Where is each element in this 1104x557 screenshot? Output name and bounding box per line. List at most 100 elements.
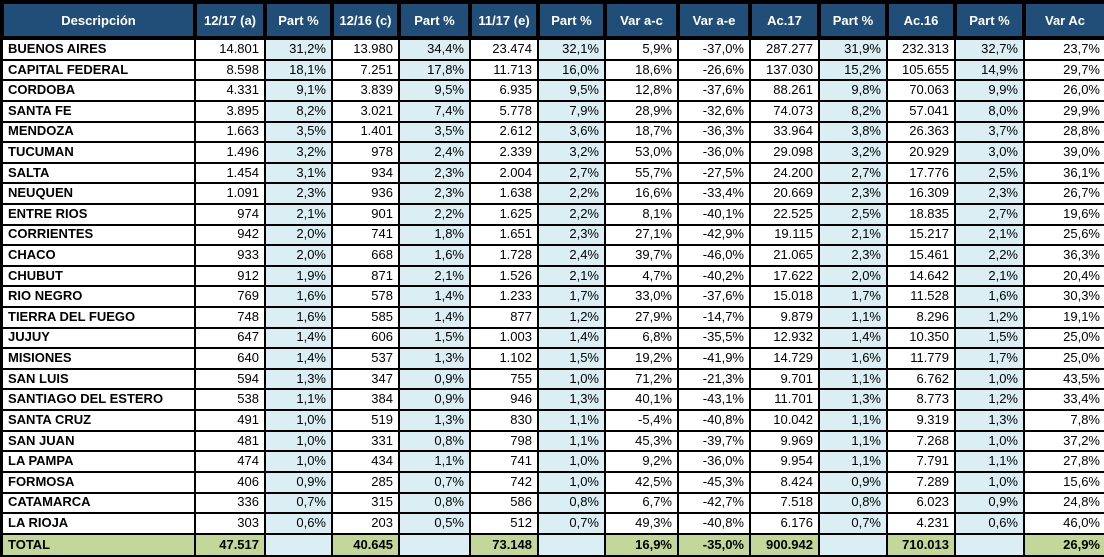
table-cell: 2,3% (264, 182, 333, 205)
table-cell: 232.313 (886, 37, 956, 61)
table-cell: 1.638 (469, 182, 539, 205)
table-cell: 1,1% (818, 429, 888, 453)
table-cell: 6,7% (604, 491, 679, 515)
table-cell: 26,9% (1023, 533, 1104, 557)
table-cell: 8,2% (264, 99, 333, 123)
table-cell: 34,4% (398, 37, 471, 61)
table-cell: 347 (331, 367, 400, 391)
table-cell: 741 (469, 450, 539, 473)
table-cell: 3,2% (537, 141, 606, 164)
table-cell: 0,9% (398, 388, 471, 412)
table-body: BUENOS AIRES 14.801 31,2% 13.980 34,4% 23.474… (1, 37, 1104, 535)
table-cell: -40,1% (677, 202, 751, 226)
row-label: CHUBUT (1, 264, 196, 288)
table-cell: 15.018 (749, 285, 820, 308)
table-cell: 0,5% (398, 512, 471, 535)
table-cell: 7,4% (398, 99, 471, 123)
table-cell: 1,3% (398, 409, 471, 432)
table-cell: 21.065 (749, 244, 820, 267)
table-cell: 900.942 (749, 533, 820, 557)
row-label: FORMOSA (1, 470, 196, 494)
table-cell: 741 (331, 223, 400, 247)
table-cell: 18,7% (604, 120, 679, 144)
table-cell: 1.091 (194, 182, 266, 205)
table-cell: 8.773 (886, 388, 956, 412)
table-row: CORDOBA 4.331 9,1% 3.839 9,5% 6.935 9,5% 12,8% -… (1, 79, 1104, 102)
table-cell: 1,6% (818, 347, 888, 370)
table-cell: 315 (331, 491, 400, 515)
column-header-11: Ac.16 (885, 0, 957, 40)
row-label: SALTA (1, 161, 196, 185)
table-cell: 19,6% (1023, 202, 1104, 226)
table-cell: 0,7% (818, 512, 888, 535)
table-cell: 7,9% (537, 99, 606, 123)
table-cell: 2,2% (954, 244, 1025, 267)
table-cell: 3,5% (398, 120, 471, 144)
table-cell: 942 (194, 223, 266, 247)
table-cell: -36,0% (677, 141, 751, 164)
table-cell: 16,0% (537, 58, 606, 82)
table-cell: 11.701 (749, 388, 820, 412)
table-cell: 1,1% (818, 306, 888, 329)
table-cell: 0,6% (264, 512, 333, 535)
table-cell: 384 (331, 388, 400, 412)
table-row: MISIONES 640 1,4% 537 1,3% 1.102 1,5% 19,2% -41,… (1, 347, 1104, 370)
table-cell: 9.969 (749, 429, 820, 453)
table-cell: 1,1% (537, 429, 606, 453)
row-label: BUENOS AIRES (1, 37, 196, 61)
row-label: NEUQUEN (1, 182, 196, 205)
table-cell: 26,7% (1023, 182, 1104, 205)
table-cell: -42,9% (677, 223, 751, 247)
table-cell (398, 533, 471, 557)
table-cell: 1,4% (537, 326, 606, 350)
table-cell: 10.350 (886, 326, 956, 350)
table-cell: -36,0% (677, 450, 751, 473)
table-cell: 28,8% (1023, 120, 1104, 144)
table-cell: 287.277 (749, 37, 820, 61)
row-label: CORDOBA (1, 79, 196, 102)
table-cell: 29.098 (749, 141, 820, 164)
table-cell: 647 (194, 326, 266, 350)
table-cell: -43,1% (677, 388, 751, 412)
table-cell: 1,6% (398, 244, 471, 267)
table-cell: 946 (469, 388, 539, 412)
table-cell: 830 (469, 409, 539, 432)
table-cell: 9.319 (886, 409, 956, 432)
table-cell: 24.200 (749, 161, 820, 185)
table-cell: 1,3% (818, 388, 888, 412)
table-cell: 0,7% (398, 470, 471, 494)
table-cell: 1,3% (954, 409, 1025, 432)
table-cell: 1,7% (818, 285, 888, 308)
row-label: ENTRE RIOS (1, 202, 196, 226)
table-cell: 31,9% (818, 37, 888, 61)
table-row: SAN LUIS 594 1,3% 347 0,9% 755 1,0% 71,2% -21,3%… (1, 367, 1104, 391)
row-label: RIO NEGRO (1, 285, 196, 308)
table-row: SANTA CRUZ 491 1,0% 519 1,3% 830 1,1% -5,4% -40,… (1, 409, 1104, 432)
table-cell: 23,7% (1023, 37, 1104, 61)
table-row: ENTRE RIOS 974 2,1% 901 2,2% 1.625 2,2% 8,1% -40… (1, 202, 1104, 226)
table-cell: 1,5% (398, 326, 471, 350)
table-row: CHACO 933 2,0% 668 1,6% 1.728 2,4% 39,7% -46,0% 2… (1, 244, 1104, 267)
table-cell: 18,1% (264, 58, 333, 82)
table-cell: 5,9% (604, 37, 679, 61)
table-cell: -35,5% (677, 326, 751, 350)
table-cell: 1,3% (398, 347, 471, 370)
table-cell: 12.932 (749, 326, 820, 350)
table-cell: 474 (194, 450, 266, 473)
table-cell: 37,2% (1023, 429, 1104, 453)
table-cell: 11.713 (469, 58, 539, 82)
table-cell: -37,6% (677, 79, 751, 102)
table-cell: -37,6% (677, 285, 751, 308)
table-cell (537, 533, 606, 557)
table-cell: 578 (331, 285, 400, 308)
table-cell: 32,1% (537, 37, 606, 61)
table-cell: 668 (331, 244, 400, 267)
row-label: MISIONES (1, 347, 196, 370)
table-cell: 1,1% (264, 388, 333, 412)
table-cell: 19,1% (1023, 306, 1104, 329)
table-cell: 40,1% (604, 388, 679, 412)
table-cell: 640 (194, 347, 266, 370)
table-cell: 2,1% (398, 264, 471, 288)
table-cell: 9,2% (604, 450, 679, 473)
table-cell: 15.461 (886, 244, 956, 267)
